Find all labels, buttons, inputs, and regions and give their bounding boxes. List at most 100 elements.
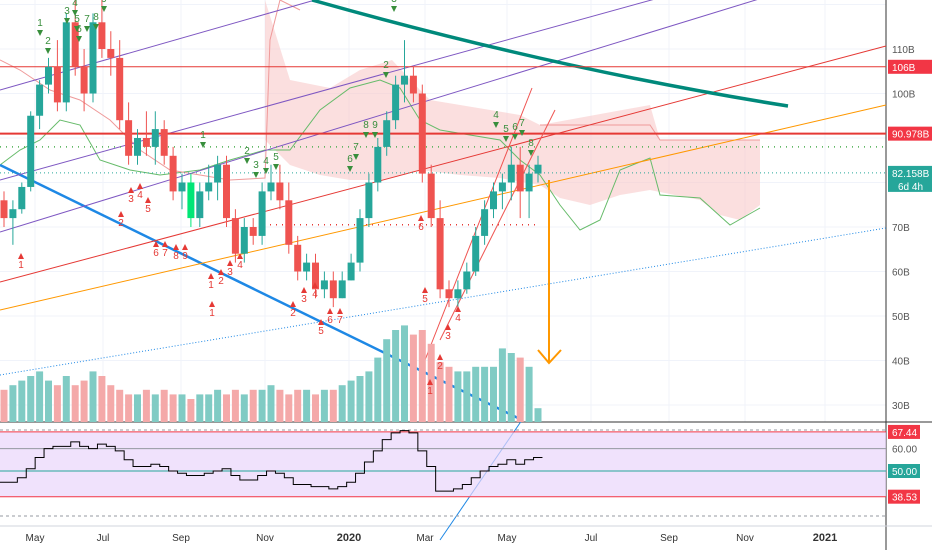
td-buy-count: 4	[312, 289, 318, 300]
td-sell-arrow	[372, 132, 378, 138]
td-buy-count: 5	[318, 326, 324, 337]
td-buy-count: 3	[445, 331, 451, 342]
td-sell-count: 5	[503, 124, 509, 135]
volume-bar	[285, 394, 293, 422]
volume-bar	[160, 389, 168, 422]
candle-body	[329, 280, 337, 299]
time-tick-label: Sep	[660, 533, 678, 544]
volume-bar	[18, 380, 26, 422]
candle-body	[481, 209, 489, 236]
candle-body	[240, 227, 248, 254]
fib-purple-line-3	[0, 0, 317, 91]
td-buy-arrow	[427, 379, 433, 385]
price-tags: 106B 90.978B 82.158B 6d 4h	[888, 59, 932, 193]
candle-body	[231, 218, 239, 254]
fib-orange-line	[0, 104, 887, 311]
td-buy-count: 2	[290, 308, 296, 319]
volume-bar	[365, 371, 373, 422]
volume-bar	[258, 389, 266, 422]
td-sell-count: 2	[383, 60, 389, 71]
td-buy-count: 5	[422, 294, 428, 305]
volume-bar	[338, 385, 346, 422]
time-tick-label: Jul	[585, 533, 598, 544]
td-sell-count: 2	[244, 146, 250, 157]
time-tick-label: May	[498, 533, 517, 544]
price-tick-label: 30B	[892, 401, 910, 412]
volume-bar	[436, 362, 444, 422]
time-tick-label: Sep	[172, 533, 190, 544]
time-axis[interactable]: May Jul Sep Nov 2020 Mar May Jul Sep Nov 2021	[26, 532, 838, 544]
td-buy-arrow	[182, 244, 188, 250]
volume-bar	[151, 394, 159, 422]
volume-bar	[347, 380, 355, 422]
td-sell-arrow	[353, 154, 359, 160]
td-sell-arrow	[493, 122, 499, 128]
td-buy-count: 7	[162, 248, 168, 259]
kumo-red-line-right	[540, 124, 760, 141]
candle-body	[303, 262, 311, 272]
td-buy-count: 3	[227, 267, 233, 278]
volume-bar	[71, 385, 79, 422]
volume-bar	[374, 357, 382, 422]
td-buy-count: 3	[301, 294, 307, 305]
candle-body	[89, 22, 97, 94]
rsi-level-tag	[888, 489, 920, 504]
td-buy-count: 9	[182, 251, 188, 262]
volume-bar	[445, 366, 453, 422]
rsi-level-label: 60.00	[892, 445, 917, 456]
rsi-level-label: 38.53	[892, 493, 917, 504]
rsi-panel	[0, 429, 886, 517]
volume-bar	[267, 385, 275, 422]
td-buy-arrow	[422, 287, 428, 293]
volume-bar	[9, 385, 17, 422]
td-sell-arrow	[76, 36, 82, 42]
volume-bar	[303, 389, 311, 422]
candle-body	[9, 209, 17, 219]
volume-bar	[320, 389, 328, 422]
candle-body	[18, 186, 26, 210]
td-buy-arrow	[312, 282, 318, 288]
td-buy-count: 1	[18, 260, 24, 271]
candle-body	[285, 200, 293, 245]
volume-bar	[383, 339, 391, 422]
candle-body	[27, 115, 35, 187]
td-buy-count: 4	[137, 190, 143, 201]
td-sell-arrow	[101, 6, 107, 12]
td-buy-count: 3	[128, 194, 134, 205]
candle-body	[534, 164, 542, 174]
volume-bar	[312, 394, 319, 422]
td-sell-count: 4	[493, 110, 499, 121]
td-sell-arrow	[347, 166, 353, 172]
td-sell-arrow	[64, 18, 70, 24]
td-buy-arrow	[118, 211, 124, 217]
trend-lines	[0, 0, 887, 541]
volume-bar	[249, 389, 257, 422]
candle-body	[187, 182, 195, 219]
candle-body	[320, 280, 328, 290]
time-tick-label: 2020	[337, 532, 361, 544]
candle-body	[516, 164, 524, 192]
td-sell-count: 1	[200, 130, 206, 141]
volume-bar	[187, 399, 195, 422]
td-buy-count: 4	[237, 260, 243, 271]
price-tick-label: 110B	[892, 45, 915, 56]
price-tag-countdown: 6d 4h	[898, 182, 923, 193]
price-axis[interactable]: 30B40B50B60B70B80B100B110B67.4460.0050.0…	[888, 45, 920, 504]
td-buy-arrow	[18, 253, 24, 259]
td-sell-arrow	[93, 24, 99, 30]
candle-body	[36, 84, 44, 116]
td-buy-count: 2	[437, 361, 443, 372]
volume-bar	[401, 325, 408, 422]
td-buy-count: 8	[173, 251, 179, 262]
candlesticks	[0, 0, 542, 308]
td-buy-arrow	[337, 308, 343, 314]
candle-body	[401, 75, 408, 85]
td-sell-count: 5	[74, 14, 80, 25]
candle-body	[374, 146, 382, 183]
td-buy-arrow	[162, 241, 168, 247]
candle-body	[142, 138, 150, 147]
fib-red-line	[0, 45, 887, 283]
candle-body	[134, 138, 141, 156]
td-sell-arrow	[45, 48, 51, 54]
